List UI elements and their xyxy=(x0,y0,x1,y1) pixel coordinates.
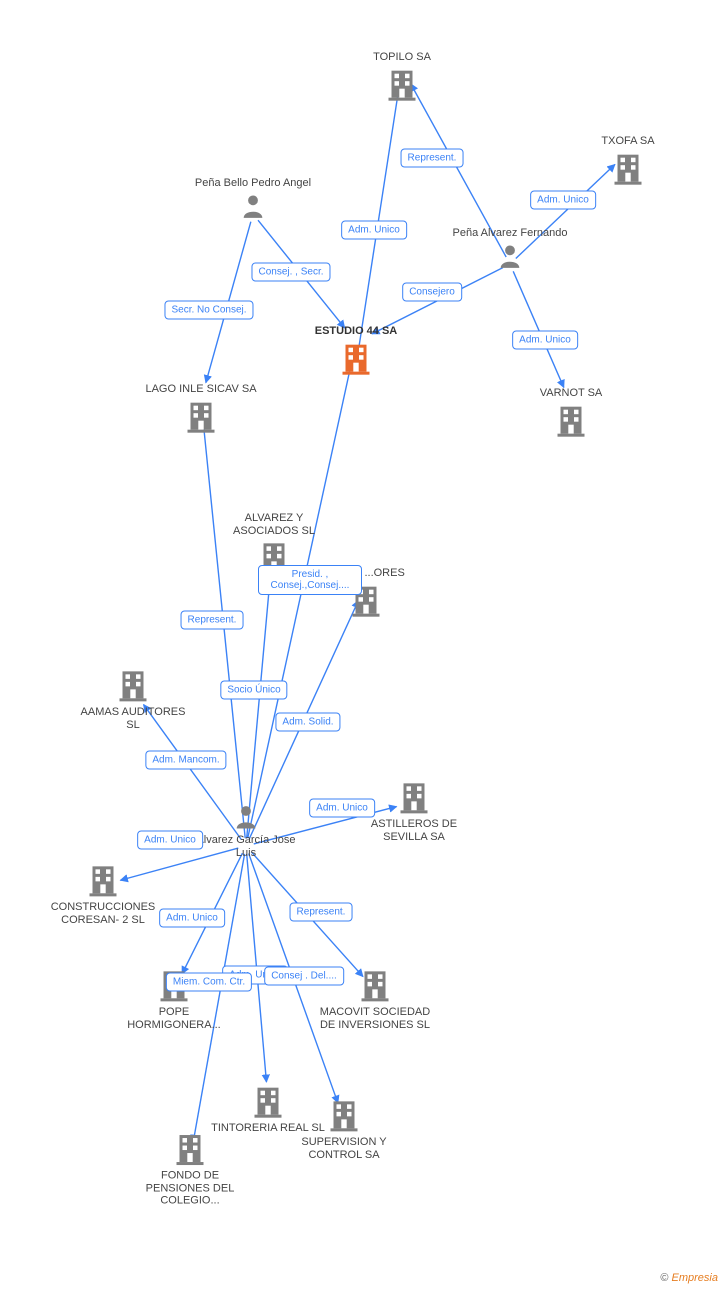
edge xyxy=(144,705,242,840)
edge xyxy=(248,360,352,839)
edges-layer xyxy=(0,0,728,1290)
footer: © Empresia xyxy=(660,1272,718,1284)
edge xyxy=(258,220,345,328)
brand-name: Empresia xyxy=(672,1272,718,1284)
edge xyxy=(357,86,399,358)
edge xyxy=(247,854,267,1082)
edge xyxy=(193,854,244,1142)
edge xyxy=(254,807,397,844)
edge xyxy=(120,848,238,880)
edge xyxy=(411,84,506,257)
edge xyxy=(513,271,564,387)
edge xyxy=(203,418,245,838)
edge xyxy=(249,854,338,1104)
edge xyxy=(206,222,251,383)
edge xyxy=(372,268,503,334)
edge xyxy=(249,600,358,838)
edge xyxy=(251,852,363,977)
edge xyxy=(516,164,615,258)
copyright-symbol: © xyxy=(660,1272,668,1284)
